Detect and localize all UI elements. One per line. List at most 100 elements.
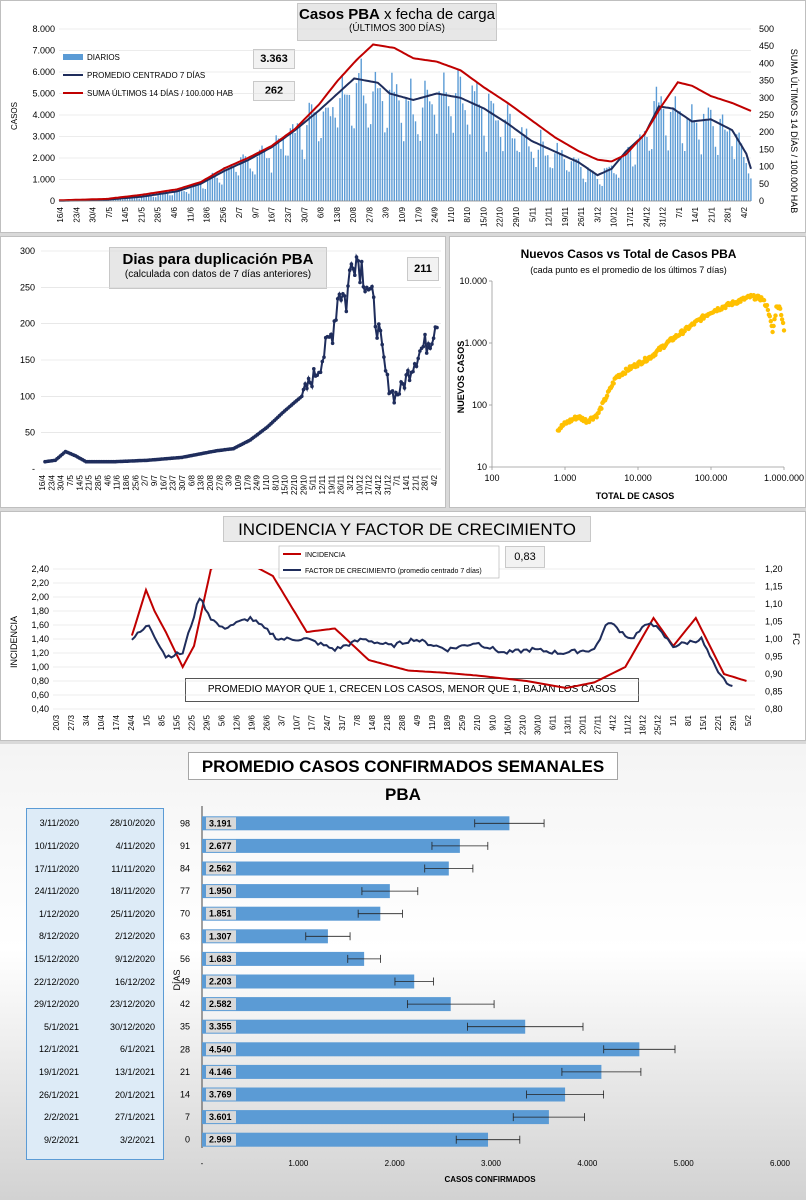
chart2-xtick-label: 14/5 xyxy=(75,474,84,490)
chart1-legend-bar-swatch xyxy=(63,54,83,60)
chart4-xtick-label: 5/6 xyxy=(217,714,226,726)
chart2-point xyxy=(418,349,422,353)
chart1-xtick-label: 5/11 xyxy=(528,206,537,222)
chart2-xtick-label: 26/11 xyxy=(337,474,346,494)
chart2-point xyxy=(401,382,405,386)
chart1-daily-bar xyxy=(594,174,596,201)
chart2-point xyxy=(382,355,386,359)
chart1-legend-sum: SUMA ÚLTIMOS 14 DÍAS / 100.000 HAB xyxy=(87,89,233,98)
week-end-date: 26/1/2021 xyxy=(38,1089,79,1100)
chart1-daily-bar xyxy=(228,168,230,201)
chart1-daily-bar xyxy=(731,146,733,201)
chart2-point xyxy=(330,341,335,346)
chart2-xtick-label: 16/7 xyxy=(159,474,168,490)
chart4-value: 0,83 xyxy=(505,546,545,568)
chart1-daily-bar xyxy=(294,132,296,201)
chart1-daily-bar xyxy=(514,138,516,201)
chart1-daily-bar xyxy=(601,185,603,201)
chart2-ytick-label: - xyxy=(32,464,35,474)
chart1-daily-bar xyxy=(497,120,499,201)
chart4-xtick-label: 1/1 xyxy=(669,714,678,726)
chart1-daily-bar xyxy=(169,195,171,201)
chart2-point xyxy=(406,368,410,373)
chart4-legend-box xyxy=(278,545,500,579)
chart1-daily-bar xyxy=(159,191,162,201)
chart4-ytick-label: 0,80 xyxy=(31,676,49,686)
chart1-daily-bar xyxy=(651,149,653,201)
daily-cases-chart-panel: Casos PBA x fecha de carga (ÚLTIMOS 300 … xyxy=(0,0,806,233)
chart1-xtick-label: 17/9 xyxy=(414,206,423,222)
chart2-xtick-label: 17/12 xyxy=(365,474,374,495)
chart2-point xyxy=(305,386,309,391)
chart2-point xyxy=(390,389,395,393)
chart1-daily-bar xyxy=(695,122,698,201)
chart1-daily-bar xyxy=(452,132,455,201)
chart2-value: 211 xyxy=(407,257,439,281)
chart1-xtick-label: 22/10 xyxy=(496,206,505,227)
chart1-daily-bar xyxy=(199,183,202,201)
chart1-xtick-label: 29/10 xyxy=(512,206,521,227)
chart1-daily-bar xyxy=(353,128,355,201)
chart4-xtick-label: 23/10 xyxy=(518,714,527,735)
chart1-daily-bar xyxy=(386,127,388,201)
chart1-daily-bar xyxy=(334,117,336,201)
chart1-daily-bar xyxy=(150,195,152,201)
chart1-daily-bar xyxy=(721,114,724,201)
chart1-daily-bar xyxy=(287,155,289,201)
week-start-date: 30/12/2020 xyxy=(109,1021,155,1032)
chart1-xtick-label: 25/6 xyxy=(219,206,228,222)
chart2-point xyxy=(347,268,352,272)
chart1-daily-bar xyxy=(417,134,419,201)
chart1-xtick-label: 19/11 xyxy=(561,206,570,226)
chart1-daily-bar xyxy=(320,137,322,201)
chart1-daily-bar xyxy=(639,134,641,201)
chart2-point xyxy=(308,381,313,385)
chart2-point xyxy=(300,394,304,399)
chart3-xtick-label: 1.000 xyxy=(554,473,577,483)
chart1-y2tick-label: 250 xyxy=(759,110,774,120)
chart1-xtick-label: 21/5 xyxy=(137,206,146,222)
chart1-daily-bar xyxy=(582,178,584,201)
chart1-daily-bar xyxy=(565,170,568,201)
chart1-daily-bar xyxy=(218,182,221,201)
chart1-daily-bar xyxy=(606,167,608,201)
chart1-daily-bar xyxy=(204,188,207,201)
chart1-xtick-label: 10/12 xyxy=(610,206,619,227)
chart4-y2tick-label: 1,20 xyxy=(765,564,783,574)
chart1-daily-bar xyxy=(726,131,728,201)
chart2-point xyxy=(327,335,332,339)
chart1-daily-bar xyxy=(327,107,329,201)
chart2-point xyxy=(310,384,314,389)
chart1-xtick-label: 14/5 xyxy=(121,206,130,222)
chart1-daily-bar xyxy=(306,125,308,201)
chart4-xtick-label: 13/11 xyxy=(563,714,572,734)
chart2-xtick-label: 21/1 xyxy=(411,474,420,490)
week-date-row: 1/12/2020 25/11/2020 xyxy=(27,909,165,923)
chart1-daily-bar xyxy=(509,113,511,201)
chart1-daily-bar xyxy=(157,194,159,201)
chart1-daily-bar xyxy=(254,174,256,201)
chart1-daily-bar xyxy=(702,113,705,201)
chart1-xtick-label: 30/4 xyxy=(89,206,98,222)
chart1-daily-bar xyxy=(140,196,143,201)
chart4-y2tick-label: 1,10 xyxy=(765,599,783,609)
chart1-xtick-label: 24/9 xyxy=(431,206,440,222)
chart2-xtick-label: 7/5 xyxy=(66,474,75,486)
chart1-daily-bar xyxy=(454,93,457,201)
chart4-xtick-label: 10/7 xyxy=(293,714,302,730)
week-end-date: 5/1/2021 xyxy=(43,1021,79,1032)
chart1-daily-bar xyxy=(119,198,122,201)
chart1-daily-bar xyxy=(613,173,615,201)
chart1-daily-bar xyxy=(301,149,303,201)
week-end-date: 24/11/2020 xyxy=(34,886,79,897)
chart1-daily-bar xyxy=(549,167,551,201)
chart1-daily-bar xyxy=(431,104,433,201)
chart1-xtick-label: 30/7 xyxy=(300,206,309,222)
week-start-date: 18/11/2020 xyxy=(110,886,155,897)
chart1-daily-bar xyxy=(691,104,693,201)
chart1-xtick-label: 7/5 xyxy=(105,206,114,218)
chart4-xtick-label: 15/5 xyxy=(172,714,181,730)
chart1-xtick-label: 15/10 xyxy=(479,206,488,227)
chart1-ytick-label: 2.000 xyxy=(32,153,55,163)
chart1-daily-bar xyxy=(615,174,617,201)
